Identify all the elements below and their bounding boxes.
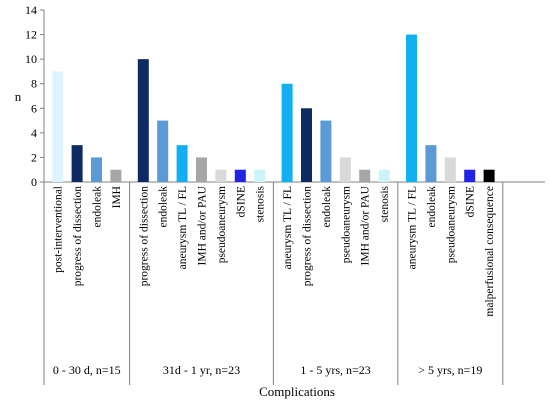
bar [157,120,169,182]
category-label: aneurysm TL / FL [282,186,294,269]
category-label: endoleak [158,186,170,228]
bar [406,34,417,183]
category-label: dSINE [465,186,477,217]
category-label: progress of dissection [72,186,84,287]
bar [234,169,246,182]
category-label: IMH and/or PAU [360,185,372,265]
y-tick-label: 0 [31,175,37,189]
bar [339,157,351,182]
bar [425,145,437,182]
bar [176,145,188,182]
category-label: progress of dissection [302,186,314,287]
bar [110,169,122,182]
bar [52,71,64,182]
bar [137,59,149,183]
y-tick-label: 6 [31,101,37,115]
category-label: pseudoaneurysm [340,186,352,263]
category-label: dSINE [235,186,247,217]
group-label: 1 - 5 yrs, n=23 [300,363,370,377]
bar [91,157,102,182]
category-label: endoleak [92,186,104,228]
group-label: 31d - 1 yr, n=23 [163,363,240,377]
y-tick-label: 12 [25,28,37,42]
category-labels: post-interventional progress of dissectio… [53,185,496,316]
category-label: post-interventional [53,186,65,273]
category-label: endoleak [321,186,333,228]
bar [71,145,83,182]
bar [301,108,312,182]
y-axis-label: n [15,89,22,104]
category-label: aneurysm TL / FL [407,186,419,269]
y-tick-label: 14 [25,3,37,17]
group-labels: 0 - 30 d, n=15 31d - 1 yr, n=23 1 - 5 yrs,… [53,363,482,377]
category-label: pseudoaneurysm [216,186,228,263]
category-label: IMH [111,186,123,208]
category-label: progress of dissection [138,186,150,287]
bar [464,169,476,182]
bar [254,169,266,182]
bars [52,34,495,183]
group-label: 0 - 30 d, n=15 [53,363,121,377]
bar [281,83,293,182]
y-tick-label: 2 [31,150,37,164]
category-label: pseudoaneurysm [445,186,457,263]
bar [359,169,371,182]
bar [320,120,332,182]
bar [483,169,495,182]
category-label: IMH and/or PAU [197,185,209,265]
category-label: aneurysm TL / FL [177,186,189,269]
y-tick-label: 10 [25,52,37,66]
category-label: stenosis [379,185,391,222]
bar [215,169,227,182]
y-axis: 0 2 4 6 8 10 12 14 [25,3,545,385]
y-tick-label: 8 [31,77,37,91]
bar [196,157,207,182]
category-label: stenosis [255,185,267,222]
x-axis-label: Complications [259,384,335,399]
bar [378,169,390,182]
category-label: malperfusional consequence [484,186,496,317]
bar [444,157,456,182]
y-tick-label: 4 [31,126,37,140]
group-label: > 5 yrs, n=19 [418,363,482,377]
category-label: endoleak [426,186,438,228]
